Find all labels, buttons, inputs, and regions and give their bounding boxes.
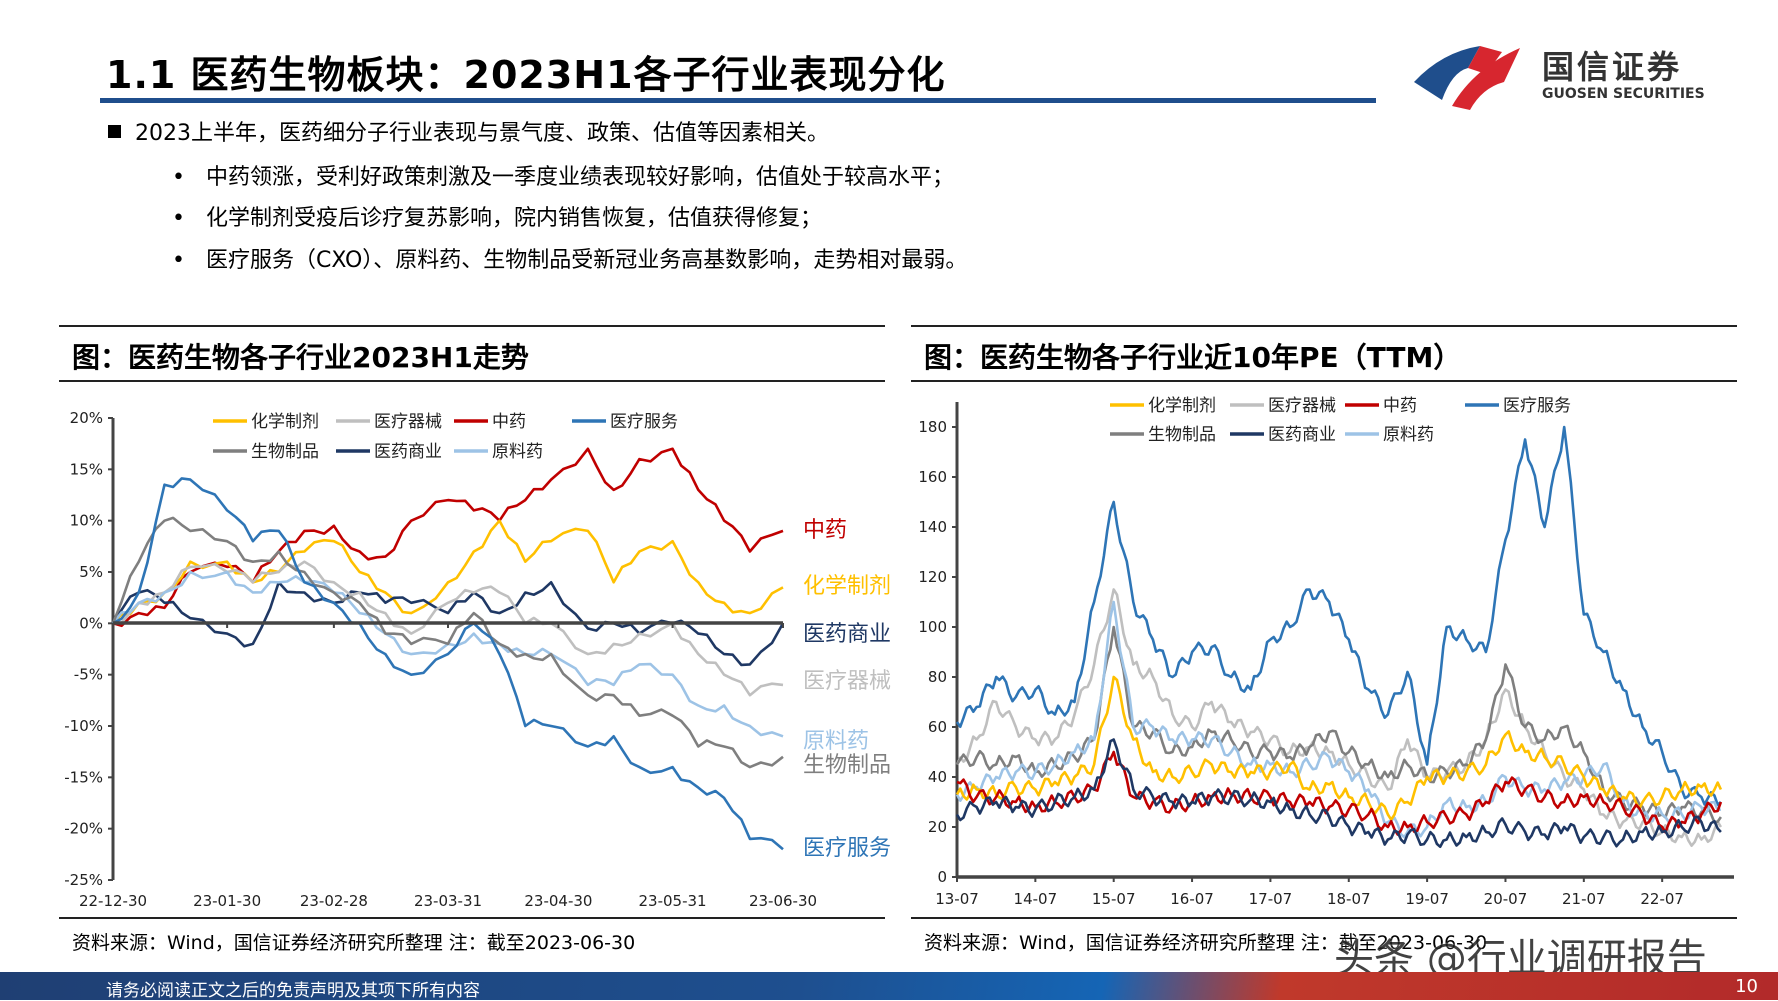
legend-label: 原料药 <box>492 442 543 462</box>
series-end-label: 中药 <box>803 518 847 543</box>
logo-text: 国信证券 <box>1542 48 1683 86</box>
y-tick-label: 160 <box>918 468 947 486</box>
x-tick-label: 23-02-28 <box>300 892 368 910</box>
y-tick-label: 0% <box>79 614 103 632</box>
series-line-中药 <box>956 750 1723 836</box>
y-tick-label: -15% <box>64 768 103 786</box>
y-tick-label: 80 <box>928 668 947 686</box>
y-tick-label: 15% <box>70 460 103 478</box>
y-tick-label: -20% <box>64 820 103 838</box>
x-tick-label: 22-12-30 <box>79 892 147 910</box>
x-tick-label: 23-03-31 <box>414 892 482 910</box>
chart-0: 20%15%10%5%0%-5%-10%-15%-20%-25%中药化学制剂医药… <box>64 409 891 910</box>
logo-subtext: GUOSEN SECURITIES <box>1542 86 1705 102</box>
bullet-sub-text: 医疗服务（CXO）、原料药、生物制品受新冠业务高基数影响，走势相对最弱。 <box>205 248 968 273</box>
legend-label: 生物制品 <box>251 442 319 462</box>
footer-bar <box>0 972 1778 1000</box>
x-tick-label: 23-06-30 <box>749 892 817 910</box>
right-panel-bottom-rule <box>911 917 1737 919</box>
footer-disclaimer: 请务必阅读正文之后的免责声明及其项下所有内容 <box>106 981 480 1001</box>
bullet-sub-3: • 医疗服务（CXO）、原料药、生物制品受新冠业务高基数影响，走势相对最弱。 <box>172 248 968 273</box>
y-tick-label: 180 <box>918 418 947 436</box>
series-line-化学制剂 <box>112 519 784 625</box>
series-end-label: 医疗服务 <box>803 836 891 861</box>
bullet-main: 2023上半年，医药细分子行业表现与景气度、政策、估值等因素相关。 <box>108 115 829 147</box>
square-bullet-icon <box>108 125 121 138</box>
y-tick-label: -5% <box>74 666 103 684</box>
bullet-sub-text: 化学制剂受疫后诊疗复苏影响，院内销售恢复，估值获得修复； <box>205 206 822 231</box>
bullet-sub-text: 中药领涨，受利好政策刺激及一季度业绩表现较好影响，估值处于较高水平； <box>205 165 954 190</box>
legend-label: 原料药 <box>1383 425 1434 445</box>
y-tick-label: 20% <box>70 409 103 427</box>
x-tick-label: 16-07 <box>1170 890 1214 908</box>
x-tick-label: 18-07 <box>1327 890 1371 908</box>
legend-label: 生物制品 <box>1148 425 1216 445</box>
legend-label: 医疗服务 <box>610 412 678 432</box>
legend-label: 中药 <box>492 412 526 432</box>
series-line-医疗服务 <box>112 477 784 851</box>
x-tick-label: 21-07 <box>1562 890 1606 908</box>
x-tick-label: 17-07 <box>1249 890 1293 908</box>
right-panel-top-rule <box>911 325 1737 327</box>
legend-label: 医药商业 <box>1268 425 1336 445</box>
left-panel-bottom-rule <box>59 917 885 919</box>
series-line-医疗器械 <box>955 588 1723 847</box>
x-tick-label: 23-04-30 <box>524 892 592 910</box>
y-tick-label: -10% <box>64 717 103 735</box>
x-tick-label: 19-07 <box>1405 890 1449 908</box>
logo-mark-icon <box>1414 46 1520 110</box>
series-line-医疗服务 <box>955 425 1722 806</box>
series-end-label: 医疗器械 <box>803 669 891 694</box>
series-line-化学制剂 <box>955 675 1723 821</box>
legend-label: 医疗器械 <box>374 412 442 432</box>
y-tick-label: 140 <box>918 518 947 536</box>
y-tick-label: -25% <box>64 871 103 889</box>
right-chart-source: 资料来源：Wind，国信证券经济研究所整理 注：截至2023-06-30 <box>924 932 1488 954</box>
left-chart-source: 资料来源：Wind，国信证券经济研究所整理 注：截至2023-06-30 <box>72 932 636 954</box>
series-end-label: 化学制剂 <box>803 574 891 599</box>
series-end-label: 生物制品 <box>803 753 891 778</box>
series-line-中药 <box>112 447 784 628</box>
legend-label: 医疗服务 <box>1503 396 1571 416</box>
y-tick-label: 100 <box>918 618 947 636</box>
y-tick-label: 5% <box>79 563 103 581</box>
left-panel-top-rule <box>59 325 885 327</box>
right-chart-title: 图：医药生物各子行业近10年PE（TTM） <box>924 341 1462 374</box>
bullet-sub-1: • 中药领涨，受利好政策刺激及一季度业绩表现较好影响，估值处于较高水平； <box>172 165 954 190</box>
y-tick-label: 20 <box>928 818 947 836</box>
series-end-label: 原料药 <box>803 729 869 754</box>
title-underline <box>100 98 1376 103</box>
left-chart-title: 图：医药生物各子行业2023H1走势 <box>72 341 529 374</box>
series-line-医药商业 <box>955 738 1722 849</box>
legend-label: 中药 <box>1383 396 1417 416</box>
right-panel-title-rule <box>911 380 1737 382</box>
legend-label: 医疗器械 <box>1268 396 1336 416</box>
bullet-main-text: 2023上半年，医药细分子行业表现与景气度、政策、估值等因素相关。 <box>135 121 829 146</box>
legend-label: 化学制剂 <box>251 412 319 432</box>
x-tick-label: 23-05-31 <box>639 892 707 910</box>
series-end-label: 医药商业 <box>803 622 891 647</box>
y-tick-label: 120 <box>918 568 947 586</box>
series-line-原料药 <box>955 600 1722 839</box>
left-panel-title-rule <box>59 380 885 382</box>
chart-1: 0 20 40 60 80 100 120 140 160 180 13-07 14-07 15-07 1… <box>918 396 1734 908</box>
x-tick-label: 15-07 <box>1092 890 1136 908</box>
series-line-生物制品 <box>111 516 784 769</box>
x-tick-label: 14-07 <box>1014 890 1058 908</box>
x-tick-label: 13-07 <box>935 890 979 908</box>
x-tick-label: 22-07 <box>1640 890 1684 908</box>
y-tick-label: 60 <box>928 718 947 736</box>
legend-label: 化学制剂 <box>1148 396 1216 416</box>
page-number: 10 <box>1735 976 1758 997</box>
y-tick-label: 10% <box>70 512 103 530</box>
y-tick-label: 40 <box>928 768 947 786</box>
bullet-sub-2: • 化学制剂受疫后诊疗复苏影响，院内销售恢复，估值获得修复； <box>172 206 822 231</box>
y-tick-label: 0 <box>937 868 947 886</box>
x-tick-label: 20-07 <box>1484 890 1528 908</box>
page-title: 1.1 医药生物板块：2023H1各子行业表现分化 <box>106 53 946 97</box>
x-tick-label: 23-01-30 <box>193 892 261 910</box>
legend-label: 医药商业 <box>374 442 442 462</box>
company-logo: 国信证券 GUOSEN SECURITIES <box>1412 38 1705 110</box>
